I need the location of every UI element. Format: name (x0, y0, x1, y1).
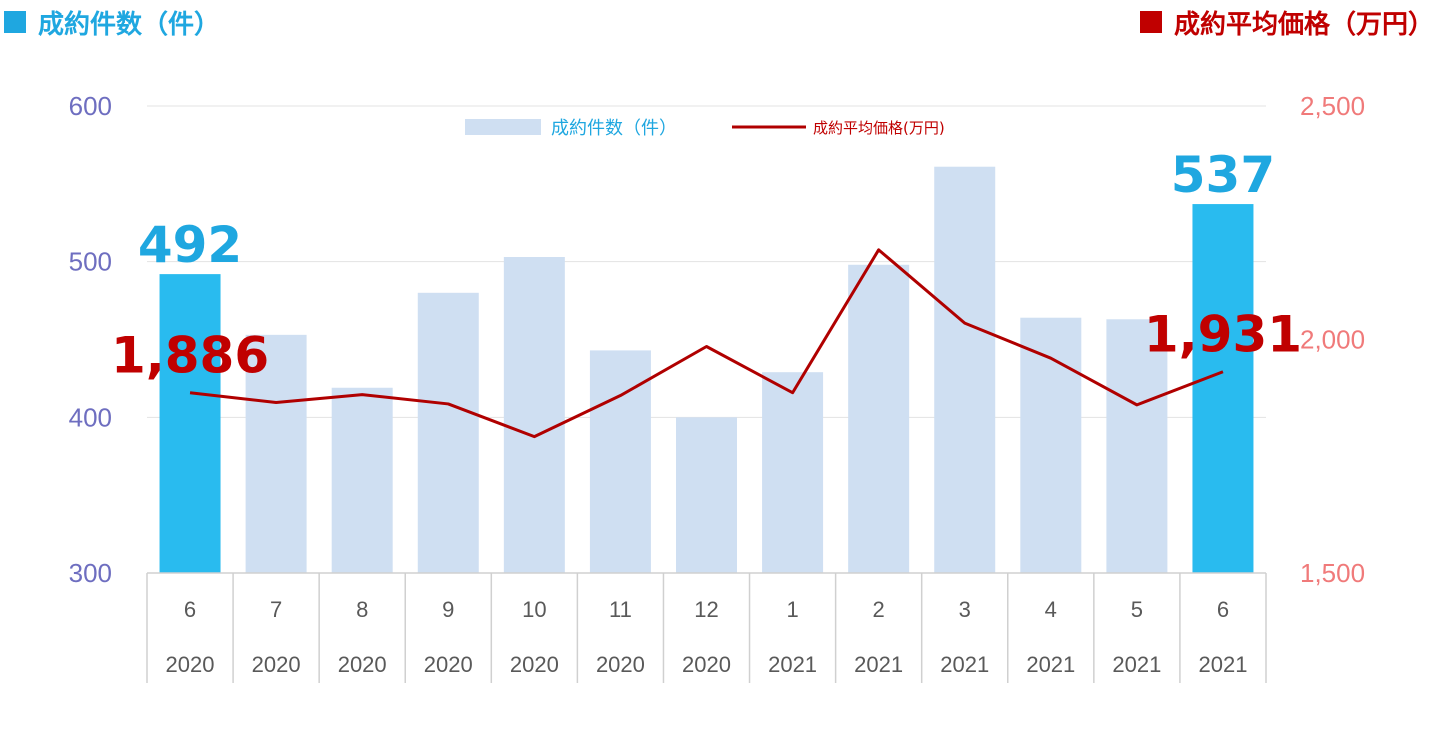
x-tick-month: 4 (1045, 597, 1057, 622)
gridlines (147, 105, 1266, 418)
x-tick-year: 2021 (1112, 652, 1161, 677)
right-y-tick: 2,500 (1300, 91, 1365, 121)
bar (762, 372, 824, 573)
left-axis-title: 成約件数（件） (4, 0, 220, 44)
bars (159, 166, 1254, 573)
bar-value-label: 537 (1171, 146, 1275, 204)
x-tick-month: 6 (1217, 597, 1229, 622)
legend-bar-swatch (465, 119, 541, 135)
x-tick-year: 2020 (252, 652, 301, 677)
right-y-tick: 2,000 (1300, 325, 1365, 355)
left-axis-title-text: 成約件数（件） (38, 9, 221, 40)
bar (417, 292, 479, 573)
right-y-axis: 2,500 2,000 1,500 (1300, 91, 1365, 588)
x-tick-month: 6 (184, 597, 196, 622)
x-axis: 6202072020820209202010202011202012202012… (146, 572, 1267, 683)
x-tick-month: 9 (442, 597, 454, 622)
price-line (189, 248, 1224, 439)
legend: 成約件数（件） 成約平均価格(万円) (465, 118, 945, 139)
bar (934, 166, 996, 573)
bar (503, 256, 565, 573)
bar-value-label: 492 (138, 216, 242, 274)
x-tick-year: 2021 (1198, 652, 1247, 677)
x-tick-year: 2020 (166, 652, 215, 677)
x-tick-month: 12 (694, 597, 718, 622)
bar (848, 264, 910, 573)
bar-highlight (1192, 204, 1254, 573)
x-tick-month: 5 (1131, 597, 1143, 622)
right-axis-title-text: 成約平均価格（万円） (1173, 9, 1434, 40)
x-tick-year: 2021 (768, 652, 817, 677)
x-tick-year: 2020 (424, 652, 473, 677)
x-tick-month: 8 (356, 597, 368, 622)
x-tick-year: 2020 (510, 652, 559, 677)
bar-highlight (159, 274, 221, 573)
left-axis-marker-icon (4, 11, 26, 33)
right-axis-title: 成約平均価格（万円） (1139, 0, 1434, 44)
left-y-axis: 600 500 400 300 (69, 91, 112, 588)
data-labels: 492 537 1,886 1,931 (111, 146, 1302, 385)
bar (331, 387, 393, 573)
x-tick-month: 11 (609, 597, 632, 622)
x-tick-month: 2 (873, 597, 885, 622)
left-y-tick: 400 (69, 402, 112, 432)
price-value-label: 1,886 (111, 327, 269, 385)
price-value-label: 1,931 (1144, 306, 1302, 364)
x-tick-month: 1 (786, 597, 798, 622)
x-tick-year: 2020 (338, 652, 387, 677)
bar (245, 334, 307, 573)
bar (1106, 319, 1168, 573)
left-y-tick: 500 (69, 247, 112, 277)
x-tick-year: 2020 (596, 652, 645, 677)
x-tick-year: 2021 (854, 652, 903, 677)
legend-bar-label: 成約件数（件） (551, 118, 677, 139)
legend-line-label: 成約平均価格(万円) (813, 119, 945, 137)
price-line-path (189, 248, 1224, 439)
x-tick-month: 7 (270, 597, 282, 622)
bar (676, 417, 737, 573)
right-y-tick: 1,500 (1300, 558, 1365, 588)
bar (1020, 317, 1082, 573)
x-tick-year: 2021 (940, 652, 989, 677)
left-y-tick: 300 (69, 558, 112, 588)
right-axis-marker-icon (1139, 11, 1162, 33)
x-tick-year: 2021 (1026, 652, 1075, 677)
x-tick-year: 2020 (682, 652, 731, 677)
x-tick-month: 10 (522, 597, 546, 622)
bar (589, 350, 651, 573)
x-tick-month: 3 (959, 597, 971, 622)
left-y-tick: 600 (69, 91, 112, 121)
